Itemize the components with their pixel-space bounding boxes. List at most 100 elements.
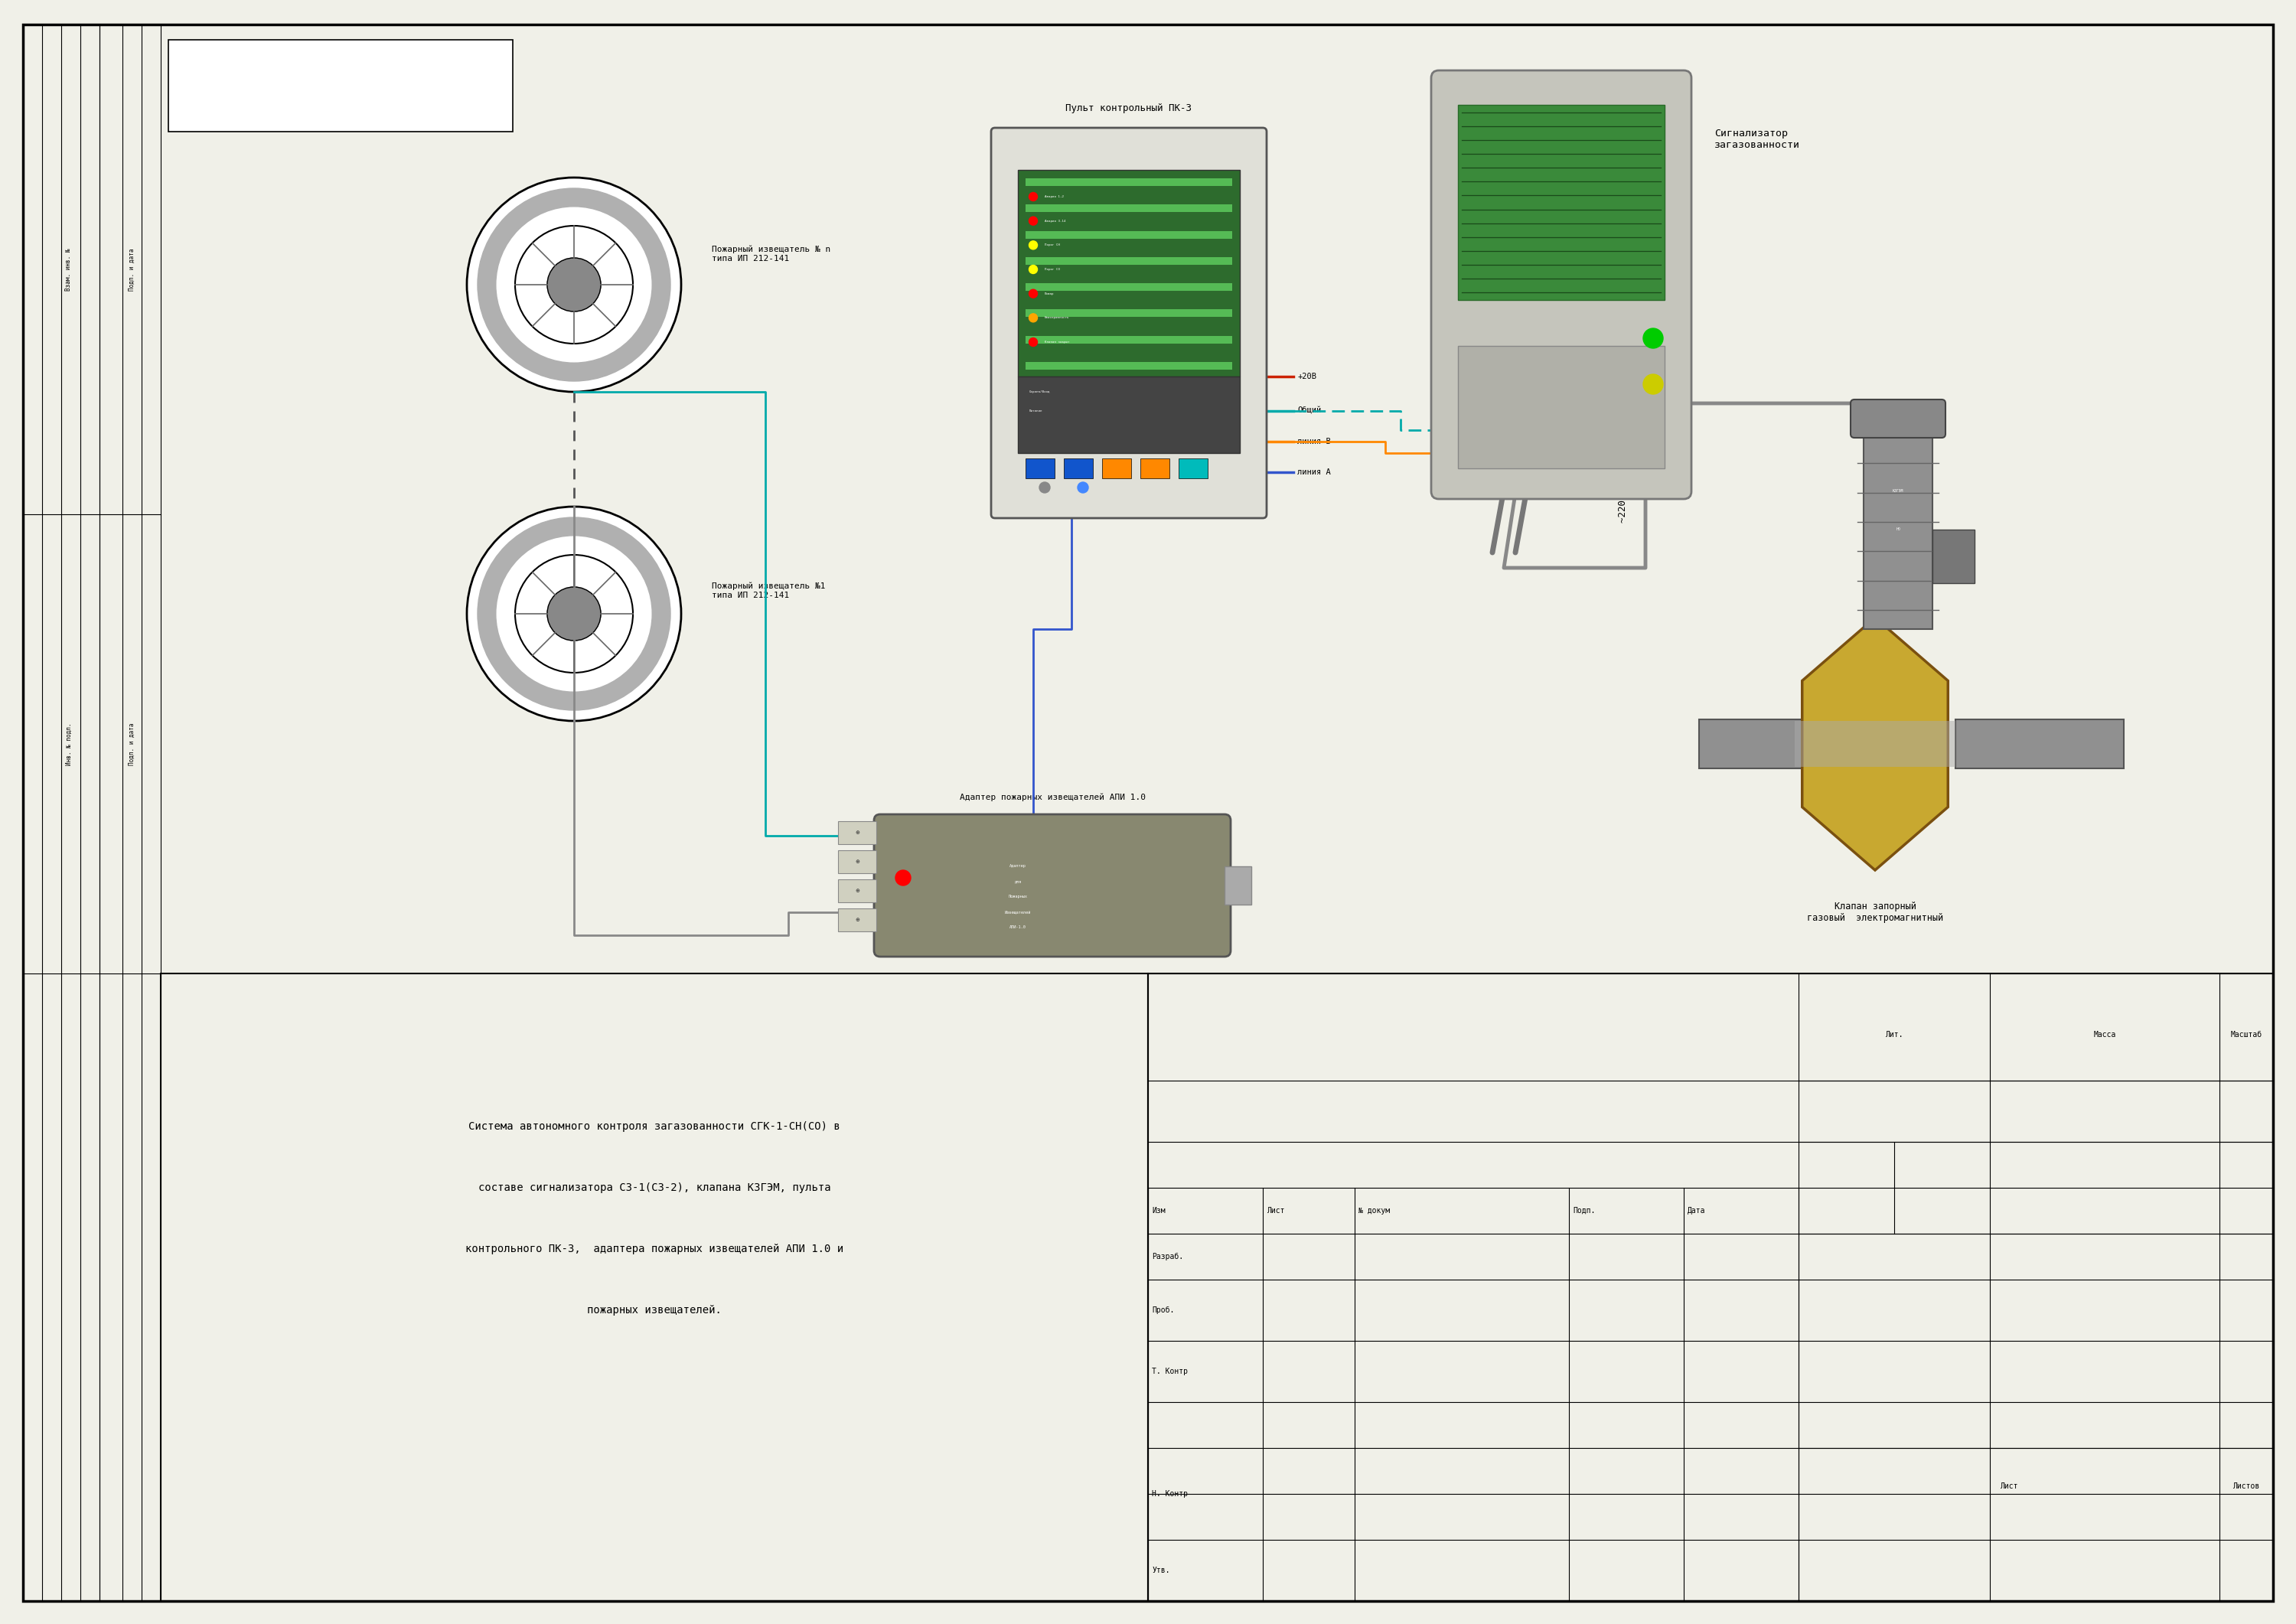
Bar (1458, 346, 1665, 468)
Text: Система автономного контроля загазованности СГК-1-СН(СО) в: Система автономного контроля загазованно… (468, 1121, 840, 1132)
Circle shape (1029, 313, 1038, 322)
Circle shape (514, 226, 634, 344)
Text: Авария 3-14: Авария 3-14 (1045, 219, 1065, 222)
Text: Разраб.: Разраб. (1153, 1252, 1182, 1260)
Circle shape (478, 188, 670, 382)
Text: контрольного ПК-3,  адаптера пожарных извещателей АПИ 1.0 и: контрольного ПК-3, адаптера пожарных изв… (466, 1244, 843, 1254)
Text: +20В: +20В (1297, 374, 1316, 380)
Text: Клапан запорный
газовый  электромагнитный: Клапан запорный газовый электромагнитный (1807, 901, 1942, 922)
Circle shape (496, 536, 652, 690)
Text: Т. Контр: Т. Контр (1153, 1367, 1187, 1376)
Text: Подп. и дата: Подп. и дата (129, 248, 135, 291)
Text: Адаптер пожарных извещателей АПИ 1.0: Адаптер пожарных извещателей АПИ 1.0 (960, 794, 1146, 802)
Circle shape (1029, 338, 1038, 346)
FancyBboxPatch shape (992, 128, 1267, 518)
Text: Адаптер: Адаптер (1010, 864, 1026, 869)
Bar (1026, 336, 1233, 343)
Text: № докум: № докум (1359, 1207, 1389, 1215)
Bar (1026, 458, 1054, 479)
Bar (838, 879, 877, 903)
Text: КЗГЭМ: КЗГЭМ (1892, 489, 1903, 494)
Bar (1458, 106, 1665, 300)
Bar (1063, 458, 1093, 479)
Text: Подп. и дата: Подп. и дата (129, 723, 135, 765)
Text: Клапан закрыт: Клапан закрыт (1045, 341, 1070, 344)
Bar (1141, 458, 1169, 479)
Text: Проб.: Проб. (1153, 1306, 1173, 1314)
Text: Масштаб: Масштаб (2229, 1031, 2262, 1038)
Text: Инв. № подл.: Инв. № подл. (64, 723, 73, 765)
Bar (1795, 721, 1956, 767)
Text: Пожарный извещатель №1
типа ИП 212-141: Пожарный извещатель №1 типа ИП 212-141 (712, 583, 827, 599)
Text: ⊕: ⊕ (854, 830, 859, 835)
Text: Подп.: Подп. (1573, 1207, 1596, 1215)
Circle shape (546, 586, 602, 640)
Bar (1026, 362, 1233, 370)
Bar (838, 908, 877, 932)
Text: линия В: линия В (1297, 438, 1332, 445)
Text: Лист: Лист (2000, 1483, 2018, 1491)
Text: Пожарный извещатель № n
типа ИП 212-141: Пожарный извещатель № n типа ИП 212-141 (712, 245, 831, 263)
Text: Пульт контрольный ПК-3: Пульт контрольный ПК-3 (1065, 104, 1192, 114)
Bar (1026, 257, 1233, 265)
Bar (1017, 377, 1240, 453)
Text: для: для (1015, 880, 1022, 883)
Text: Листов: Листов (2232, 1483, 2259, 1491)
Bar (1699, 719, 1837, 768)
Bar (1026, 231, 1233, 239)
Bar (1178, 458, 1208, 479)
Text: Лист: Лист (1267, 1207, 1286, 1215)
Circle shape (546, 258, 602, 312)
Bar (161, 973, 1148, 1601)
Circle shape (895, 870, 912, 885)
Text: ⊕: ⊕ (854, 888, 859, 893)
Polygon shape (1802, 617, 1947, 870)
Bar (1026, 205, 1233, 213)
Circle shape (478, 518, 670, 710)
Text: составе сигнализатора СЗ-1(СЗ-2), клапана КЗГЭМ, пульта: составе сигнализатора СЗ-1(СЗ-2), клапан… (478, 1182, 831, 1194)
Bar (1148, 973, 2273, 1601)
Bar (1224, 866, 1251, 905)
Text: Извещателей: Извещателей (1006, 911, 1031, 914)
Circle shape (1644, 374, 1662, 395)
Bar (1864, 414, 1933, 628)
Circle shape (1040, 482, 1049, 492)
Bar (1933, 529, 1975, 583)
Circle shape (1029, 289, 1038, 297)
Bar (1102, 458, 1132, 479)
FancyBboxPatch shape (875, 814, 1231, 957)
Text: Общий: Общий (1297, 408, 1320, 414)
Text: НО: НО (1896, 528, 1901, 531)
Text: Пожар: Пожар (1045, 292, 1054, 296)
Circle shape (514, 555, 634, 672)
Text: Охрана/Вход: Охрана/Вход (1029, 390, 1049, 393)
Circle shape (1644, 328, 1662, 348)
Bar (1026, 283, 1233, 291)
Text: пожарных извещателей.: пожарных извещателей. (588, 1304, 721, 1315)
Text: линия А: линия А (1297, 468, 1332, 476)
Text: ⊕: ⊕ (854, 859, 859, 864)
Text: Лит.: Лит. (1885, 1031, 1903, 1038)
Circle shape (1077, 482, 1088, 492)
Text: ⊕: ⊕ (854, 918, 859, 922)
Text: Неисправность: Неисправность (1045, 317, 1070, 320)
Text: Порог СН: Порог СН (1045, 244, 1061, 247)
Text: Взам. инв. №: Взам. инв. № (64, 248, 73, 291)
Bar (168, 41, 512, 132)
FancyBboxPatch shape (1851, 400, 1945, 438)
Text: Утв.: Утв. (1153, 1567, 1169, 1574)
Circle shape (496, 208, 652, 362)
Circle shape (1029, 240, 1038, 250)
Text: Порог СО: Порог СО (1045, 268, 1061, 271)
Circle shape (466, 177, 682, 391)
Bar (1956, 719, 2124, 768)
Text: Изм: Изм (1153, 1207, 1166, 1215)
Text: Авария 1,2: Авария 1,2 (1045, 195, 1063, 198)
Text: Дата: Дата (1688, 1207, 1706, 1215)
Bar (1017, 171, 1240, 377)
Text: Питание: Питание (1029, 409, 1042, 412)
Circle shape (466, 507, 682, 721)
Text: АПИ-1.0: АПИ-1.0 (1010, 926, 1026, 929)
Bar (838, 851, 877, 874)
Bar (1026, 310, 1233, 317)
